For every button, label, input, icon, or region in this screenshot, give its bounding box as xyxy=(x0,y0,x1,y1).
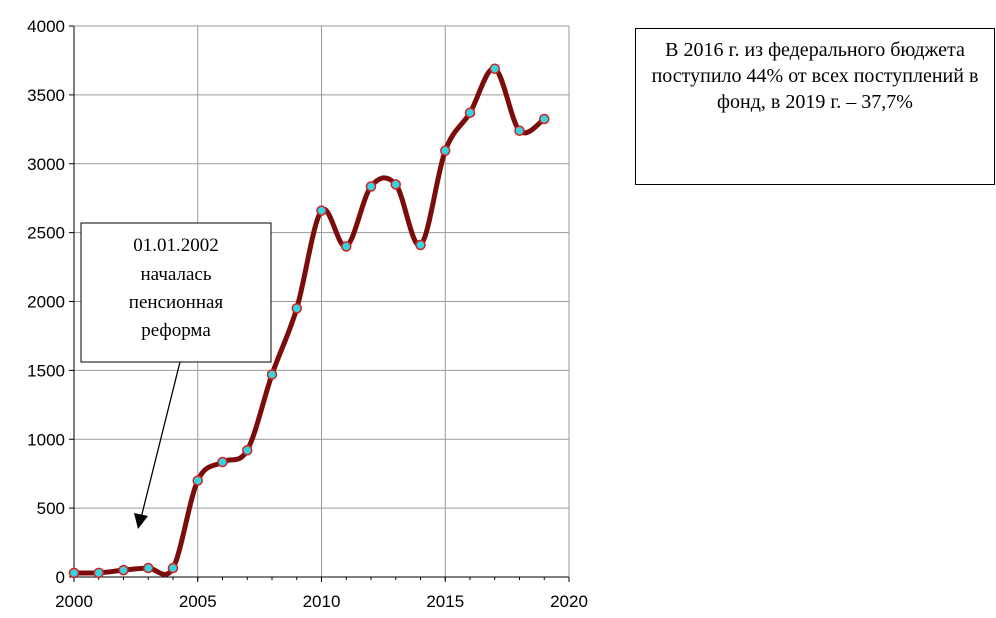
reform-line-4: реформа xyxy=(141,320,211,341)
data-point xyxy=(93,567,104,579)
data-point xyxy=(167,562,179,574)
y-tick-label: 1000 xyxy=(27,430,65,449)
data-point xyxy=(415,239,426,251)
x-tick-label: 2000 xyxy=(55,592,93,611)
reform-annotation-box xyxy=(80,222,272,363)
y-tick-label: 4000 xyxy=(27,17,65,36)
y-tick-label: 2500 xyxy=(27,224,65,243)
data-point xyxy=(464,107,476,119)
series-line xyxy=(71,66,547,577)
reform-arrow-line xyxy=(140,361,181,519)
x-tick-label: 2005 xyxy=(179,592,217,611)
x-tick-label: 2020 xyxy=(550,592,588,611)
y-tick-label: 3500 xyxy=(27,86,65,105)
reform-arrow-head xyxy=(134,513,148,529)
data-point xyxy=(365,181,377,192)
reform-line-1: 01.01.2002 xyxy=(133,235,219,256)
data-point xyxy=(192,475,203,486)
y-tick-label: 1500 xyxy=(27,361,65,380)
data-point xyxy=(316,205,327,216)
data-point xyxy=(390,179,401,190)
reform-annotation: 01.01.2002 началась пенсионная реформа xyxy=(80,222,272,529)
x-tick-label: 2010 xyxy=(303,592,341,611)
data-markers xyxy=(68,63,550,579)
series-path xyxy=(71,66,547,577)
data-point xyxy=(242,445,253,456)
reform-line-2: началась xyxy=(140,264,211,285)
data-point xyxy=(341,241,352,252)
data-point xyxy=(539,113,550,125)
data-point xyxy=(217,456,228,468)
data-point xyxy=(514,125,525,136)
data-point xyxy=(143,562,154,574)
data-point xyxy=(68,567,80,579)
y-tick-label: 500 xyxy=(37,499,65,518)
reform-line-3: пенсионная xyxy=(129,292,224,313)
data-point xyxy=(489,63,500,74)
funding-note-box: В 2016 г. из федерального бюджета поступ… xyxy=(635,28,995,185)
tick-labels: 0 500 1000 1500 2000 2500 3000 3500 4000 2000 2005… xyxy=(27,17,588,611)
data-point xyxy=(266,369,278,380)
y-tick-label: 3000 xyxy=(27,155,65,174)
data-point xyxy=(440,145,451,156)
funding-note-text: В 2016 г. из федерального бюджета поступ… xyxy=(651,39,979,113)
data-point xyxy=(291,303,302,314)
y-tick-label: 2000 xyxy=(27,293,65,312)
y-tick-label: 0 xyxy=(56,568,65,587)
x-tick-label: 2015 xyxy=(426,592,464,611)
data-point xyxy=(118,564,129,576)
